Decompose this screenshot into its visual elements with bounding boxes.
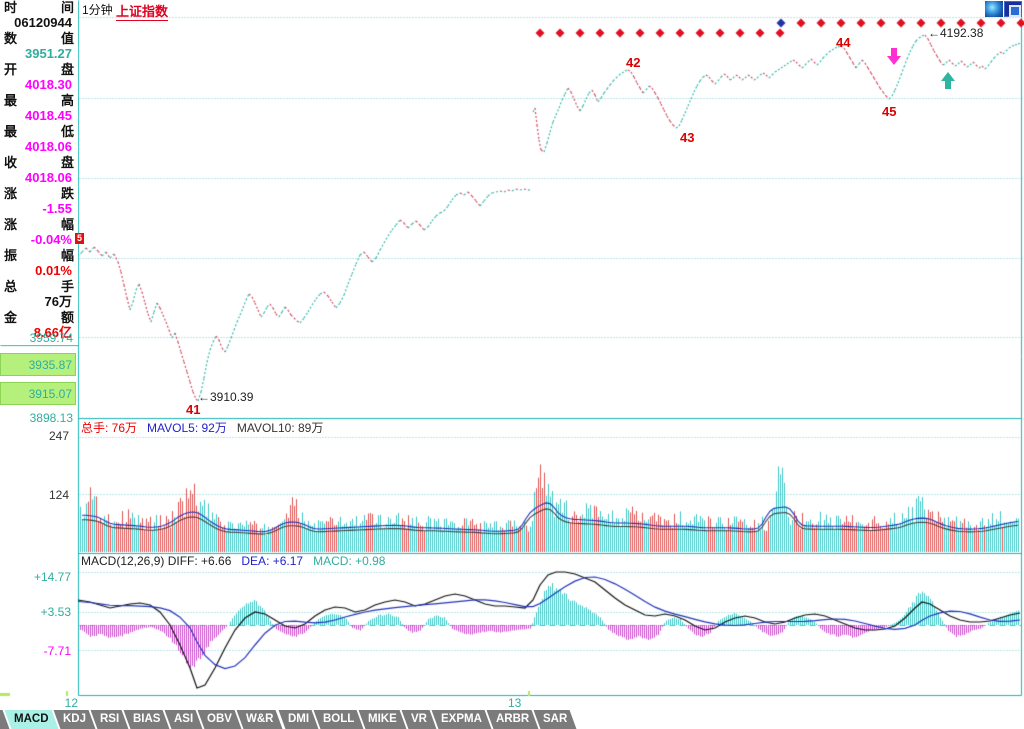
tab-w-r[interactable]: W&R	[236, 710, 284, 729]
info-label: 高	[60, 93, 74, 108]
info-row-2: 开 盘 4018.30	[0, 62, 78, 93]
timeline-day-label: 13	[508, 696, 522, 710]
info-label: 低	[60, 124, 74, 139]
info-value: -1.55	[42, 201, 72, 216]
price-annotation: 42	[626, 55, 641, 70]
info-value: 4018.06	[25, 170, 72, 185]
tab-vr[interactable]: VR	[401, 710, 437, 729]
info-label: 时	[4, 0, 18, 15]
info-label: 手	[60, 279, 74, 294]
price-annotation: 43	[680, 130, 695, 145]
index-name-label[interactable]: 上证指数	[116, 1, 169, 21]
info-row-10: 金 额 8.66亿	[0, 310, 78, 341]
info-label: 金	[4, 310, 18, 325]
info-label: 开	[4, 62, 18, 77]
info-value: 06120944	[14, 15, 72, 30]
indicator-tab-bar: MACD KDJ RSI BIAS ASI OBV W&R DMI BOLL MIKE VR EXPM…	[0, 710, 1024, 729]
info-label: 数	[4, 31, 18, 46]
tab-arbr[interactable]: ARBR	[486, 710, 539, 729]
macd-header-item: MACD: +0.98	[313, 554, 386, 568]
axis-label: 3915.07	[0, 382, 76, 405]
volume-header-item: MAVOL10: 89万	[236, 421, 324, 435]
buy-signal-arrow-icon	[940, 72, 956, 90]
app-logo-icon[interactable]	[985, 1, 1003, 17]
info-label: 振	[4, 248, 18, 263]
info-value: 0.01%	[35, 263, 72, 278]
info-value: 4018.45	[25, 108, 72, 123]
sell-signal-arrow-icon	[886, 48, 902, 66]
axis-label: +14.77	[33, 570, 71, 584]
tab-dmi[interactable]: DMI	[278, 710, 319, 729]
info-label: 总	[4, 279, 18, 294]
info-value: 8.66亿	[33, 325, 72, 340]
tab-rsi[interactable]: RSI	[90, 710, 129, 729]
info-label: 收	[4, 155, 18, 170]
tab-kdj[interactable]: KDJ	[53, 710, 95, 729]
info-value: 4018.30	[25, 77, 72, 92]
tab-bias[interactable]: BIAS	[123, 710, 170, 729]
price-annotation: 45	[882, 104, 897, 119]
info-row-0: 时 间 06120944	[0, 0, 78, 31]
event-marker: 5	[75, 233, 84, 244]
info-label: 最	[4, 124, 18, 139]
info-label: 间	[60, 0, 74, 15]
price-annotation: ←3910.39	[198, 390, 254, 404]
info-label: 盘	[60, 155, 74, 170]
price-annotation: 44	[836, 35, 851, 50]
info-value: 3951.27	[25, 46, 72, 61]
axis-label: 3898.13	[29, 411, 73, 425]
axis-label: -7.71	[43, 644, 71, 658]
timeline-day-label: 12	[64, 696, 78, 710]
info-row-9: 总 手 76万	[0, 279, 78, 310]
price-annotation: ←4192.38	[928, 26, 984, 40]
volume-header-item: MAVOL5: 92万	[147, 421, 227, 435]
info-label: 最	[4, 93, 18, 108]
info-row-8: 振 幅 0.01%	[0, 248, 78, 279]
info-label: 跌	[60, 186, 74, 201]
axis-label: +3.53	[40, 605, 71, 619]
info-label: 额	[60, 310, 74, 325]
volume-header-item: 总手: 76万	[81, 421, 138, 435]
axis-label: 3935.87	[0, 353, 76, 376]
tab-asi[interactable]: ASI	[164, 710, 203, 729]
info-value: 4018.06	[25, 139, 72, 154]
info-row-5: 收 盘 4018.06	[0, 155, 78, 186]
macd-header: MACD(12,26,9) DIFF: +6.66 DEA: +6.17 MACD:…	[81, 554, 385, 568]
tab-mike[interactable]: MIKE	[358, 710, 407, 729]
info-row-6: 涨 跌 -1.55	[0, 186, 78, 217]
info-label: 涨	[4, 186, 18, 201]
window-restore-icon[interactable]	[1004, 1, 1022, 17]
period-label[interactable]: 1分钟	[82, 3, 113, 17]
price-annotation: 41	[186, 402, 201, 417]
tab-expma[interactable]: EXPMA	[431, 710, 492, 729]
macd-header-item: MACD(12,26,9) DIFF: +6.66	[81, 554, 232, 568]
axis-label: 247	[48, 429, 69, 443]
tab-sar[interactable]: SAR	[533, 710, 577, 729]
info-label: 幅	[60, 248, 74, 263]
info-value: -0.04%	[30, 232, 72, 247]
info-row-3: 最 高 4018.45	[0, 93, 78, 124]
info-row-4: 最 低 4018.06	[0, 124, 78, 155]
info-label: 盘	[60, 62, 74, 77]
tab-boll[interactable]: BOLL	[313, 710, 364, 729]
tab-obv[interactable]: OBV	[197, 710, 242, 729]
axis-label: 3959.74	[29, 331, 73, 345]
macd-header-item: DEA: +6.17	[241, 554, 304, 568]
info-row-7: 涨 幅 -0.04%	[0, 217, 78, 248]
info-row-1: 数 值 3951.27	[0, 31, 78, 62]
axis-label: 124	[48, 488, 69, 502]
tab-macd[interactable]: MACD	[4, 710, 58, 729]
info-label: 涨	[4, 217, 18, 232]
info-label: 幅	[60, 217, 74, 232]
info-panel: 时间 06120944 数值 3951.27 开盘 4018.30 最高 4018.45 最低 4…	[0, 0, 78, 345]
volume-header: 总手: 76万 MAVOL5: 92万 MAVOL10: 89万	[81, 419, 323, 436]
info-value: 76万	[44, 294, 72, 309]
info-label: 值	[60, 31, 74, 46]
